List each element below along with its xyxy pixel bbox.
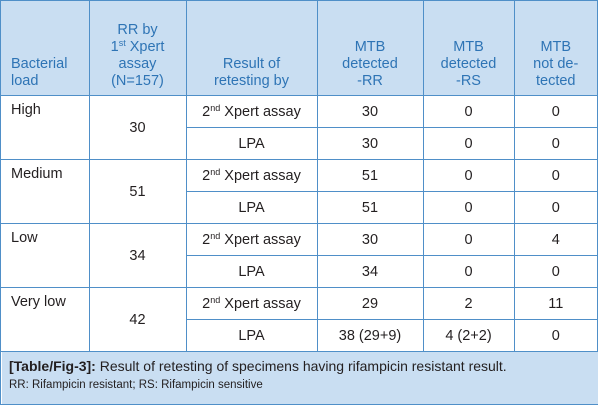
mtb-rs-cell: 2 [422,287,514,320]
table-row: LPA 51 0 0 [1,191,597,224]
results-table: Bacterial load RR by 1st Xpert assay (N=1… [1,1,597,352]
mtb-not-detected-cell: 11 [513,287,597,320]
table-row: LPA 34 0 0 [1,255,597,288]
rr-first-xpert-cell: 51 [88,159,186,224]
header-mtb-detected-rs: MTB detected -RS [422,1,514,96]
method-cell: LPA [185,191,317,224]
caption-text: Result of retesting of specimens having … [95,358,507,374]
mtb-not-detected-cell: 0 [513,255,597,288]
mtb-not-detected-cell: 0 [513,191,597,224]
bacterial-load-cell: Medium [1,159,89,224]
bacterial-load-cell: Very low [1,287,89,352]
mtb-not-detected-cell: 0 [513,127,597,160]
mtb-rs-cell: 0 [422,95,514,128]
table-row: LPA 38 (29+9) 4 (2+2) 0 [1,319,597,352]
header-retest-method: Result of retesting by [185,1,317,96]
table-row: LPA 30 0 0 [1,127,597,160]
mtb-rs-cell: 0 [422,223,514,256]
mtb-not-detected-cell: 0 [513,319,597,352]
header-mtb-not-detected: MTB not de-tected [513,1,597,96]
method-cell: LPA [185,127,317,160]
mtb-rr-cell: 51 [316,191,423,224]
header-row: Bacterial load RR by 1st Xpert assay (N=1… [1,1,597,96]
method-cell: LPA [185,255,317,288]
caption-title: [Table/Fig-3]: Result of retesting of sp… [9,358,507,374]
header-mtb-detected-rr: MTB detected -RR [316,1,423,96]
mtb-rr-cell: 30 [316,223,423,256]
bacterial-load-cell: Low [1,223,89,288]
method-cell: LPA [185,319,317,352]
mtb-rs-cell: 4 (2+2) [422,319,514,352]
mtb-not-detected-cell: 4 [513,223,597,256]
header-bacterial-load: Bacterial load [1,1,89,96]
mtb-rs-cell: 0 [422,127,514,160]
table-caption: [Table/Fig-3]: Result of retesting of sp… [2,352,598,404]
bacterial-load-cell: High [1,95,89,160]
mtb-rr-cell: 30 [316,127,423,160]
table-row: Low 34 2nd Xpert assay 30 0 4 [1,223,597,288]
header-rr-first-xpert: RR by 1st Xpert assay (N=157) [88,1,186,96]
table-row: High 30 2nd Xpert assay 30 0 0 [1,95,597,160]
method-cell: 2nd Xpert assay [185,95,317,128]
mtb-rs-cell: 0 [422,191,514,224]
caption-note: RR: Rifampicin resistant; RS: Rifampicin… [9,379,263,391]
method-cell: 2nd Xpert assay [185,159,317,192]
rr-first-xpert-cell: 42 [88,287,186,352]
mtb-rr-cell: 30 [316,95,423,128]
method-cell: 2nd Xpert assay [185,287,317,320]
mtb-not-detected-cell: 0 [513,95,597,128]
mtb-rr-cell: 38 (29+9) [316,319,423,352]
rr-first-xpert-cell: 30 [88,95,186,160]
mtb-rs-cell: 0 [422,255,514,288]
caption-label: [Table/Fig-3]: [9,358,96,374]
mtb-rr-cell: 29 [316,287,423,320]
mtb-rr-cell: 51 [316,159,423,192]
rr-first-xpert-cell: 34 [88,223,186,288]
method-cell: 2nd Xpert assay [185,223,317,256]
mtb-rs-cell: 0 [422,159,514,192]
table-row: Very low 42 2nd Xpert assay 29 2 11 [1,287,597,352]
table-row: Medium 51 2nd Xpert assay 51 0 0 [1,159,597,224]
mtb-rr-cell: 34 [316,255,423,288]
mtb-not-detected-cell: 0 [513,159,597,192]
